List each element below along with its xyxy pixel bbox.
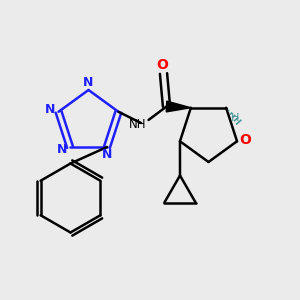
Text: N: N [102,148,112,161]
Text: O: O [156,58,168,72]
Text: N: N [83,76,94,89]
Text: H: H [231,113,239,123]
Polygon shape [166,101,191,112]
Text: N: N [56,143,67,156]
Text: O: O [239,133,251,147]
Text: NH: NH [129,118,147,131]
Text: N: N [45,103,55,116]
